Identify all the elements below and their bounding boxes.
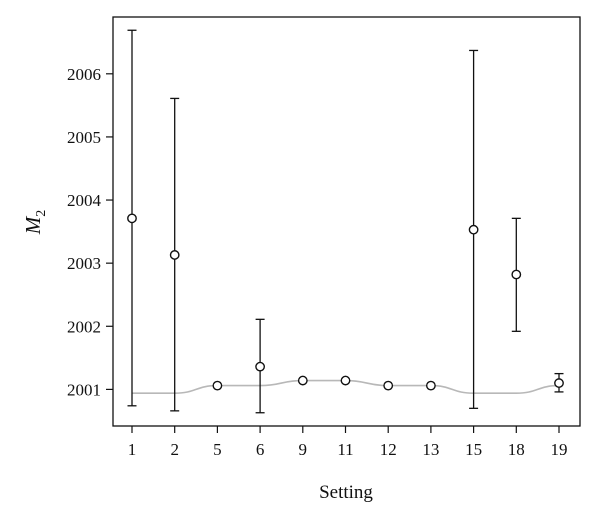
y-tick-label: 2001 — [67, 380, 101, 399]
y-tick-label: 2006 — [67, 65, 101, 84]
x-tick-label: 6 — [256, 440, 265, 459]
x-tick-label: 2 — [170, 440, 179, 459]
data-point — [212, 380, 223, 391]
x-tick-label: 19 — [551, 440, 568, 459]
data-point — [425, 380, 436, 391]
y-tick-label: 2004 — [67, 191, 102, 210]
data-point — [554, 378, 564, 388]
data-point — [383, 380, 394, 391]
data-point — [340, 375, 351, 386]
x-tick-label: 9 — [299, 440, 308, 459]
x-tick-label: 15 — [465, 440, 482, 459]
data-point — [511, 269, 522, 280]
x-tick-label: 18 — [508, 440, 525, 459]
x-axis: 1 2 5 6 9 11 12 13 15 18 19 — [128, 426, 568, 459]
data-point — [127, 213, 137, 224]
plot-frame — [112, 16, 581, 427]
y-axis-title-subscript: 2 — [34, 210, 49, 217]
x-tick-label: 1 — [128, 440, 137, 459]
x-tick-label: 5 — [213, 440, 222, 459]
data-point — [468, 224, 479, 235]
y-axis-title: M2 — [21, 210, 49, 236]
y-axis: 2001 2002 2003 2004 2005 2006 — [67, 65, 113, 399]
x-axis-title: Setting — [319, 482, 373, 503]
x-tick-label: 11 — [337, 440, 353, 459]
y-tick-label: 2005 — [67, 128, 101, 147]
points-layer — [127, 213, 564, 391]
x-tick-label: 13 — [422, 440, 439, 459]
data-point — [255, 361, 266, 372]
error-bars-layer — [127, 29, 564, 414]
y-tick-label: 2002 — [67, 317, 101, 336]
data-point — [297, 375, 308, 386]
y-axis-title-main: M — [21, 215, 45, 235]
data-point — [169, 250, 180, 260]
x-tick-label: 12 — [380, 440, 397, 459]
y-tick-label: 2003 — [67, 254, 101, 273]
